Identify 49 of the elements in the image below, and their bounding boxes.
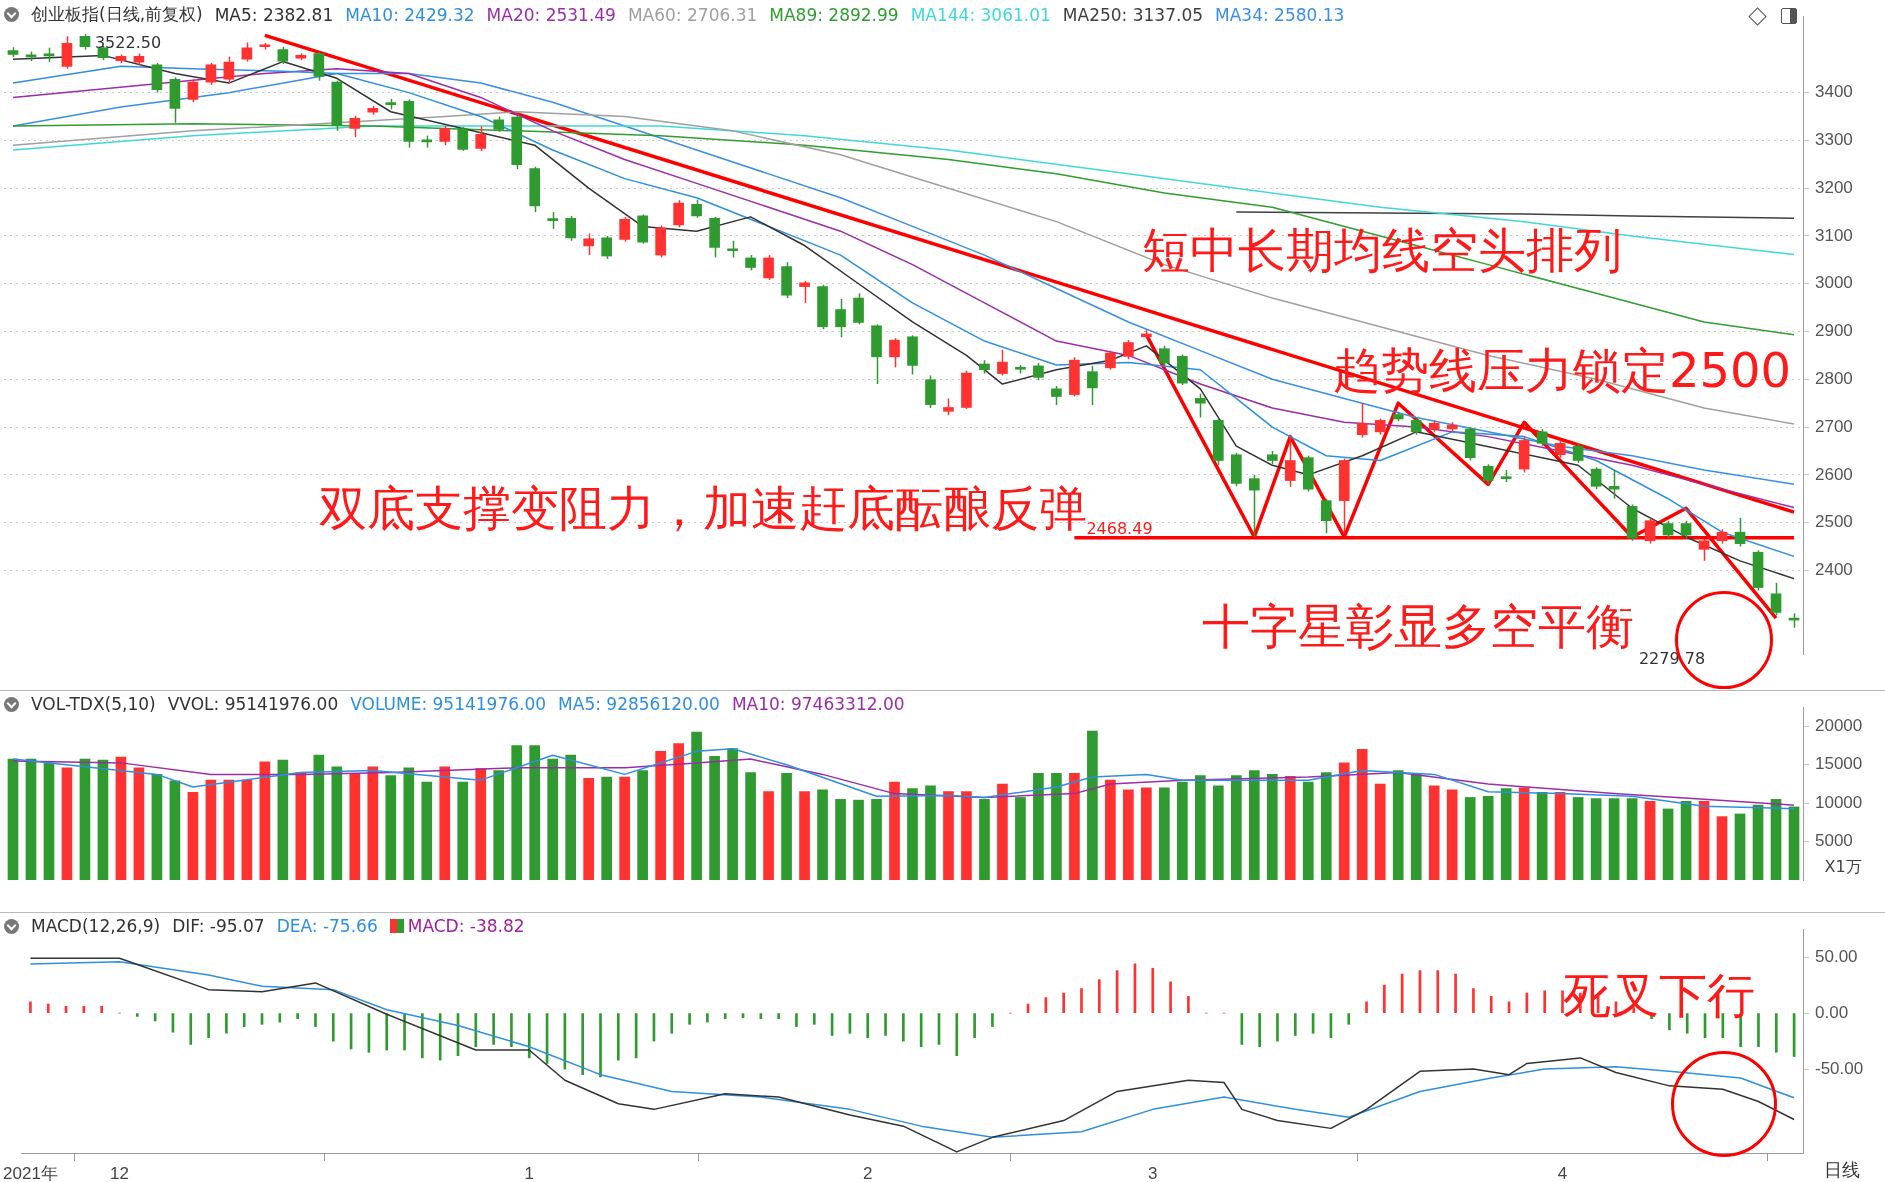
y-tick-label: 3200 <box>1815 177 1853 197</box>
annotation: 3522.50 <box>94 33 162 53</box>
text: MA250: 3137.05 <box>1062 4 1204 25</box>
y-tick-label: 10000 <box>1815 792 1863 812</box>
y-tick-label: 3400 <box>1815 82 1853 102</box>
x-tick-label: 3 <box>1148 1163 1158 1182</box>
y-tick-label: 3000 <box>1815 273 1853 293</box>
y-tick-label: 2600 <box>1815 464 1853 484</box>
x-tick-label: 4 <box>1557 1163 1568 1182</box>
y-tick-label: 0.00 <box>1815 1002 1849 1022</box>
y-tick-label: 20000 <box>1815 716 1863 736</box>
y-tick-label: 3300 <box>1815 130 1853 150</box>
chart-title: 创业板指(日线,前复权) <box>31 3 203 26</box>
y-axis-title: X1万 <box>1824 857 1862 877</box>
y-tick-label: 2500 <box>1815 512 1853 532</box>
x-tick-label: 2 <box>862 1163 873 1182</box>
x-tick-label: 1 <box>524 1163 534 1182</box>
text: MA144: 3061.01 <box>910 4 1051 25</box>
annotation: VOLUME: 95141976.00 <box>350 694 547 714</box>
text: MA89: 2892.99 <box>769 4 899 25</box>
y-tick-label: 2900 <box>1815 321 1853 341</box>
y-tick-label: 2400 <box>1815 560 1853 580</box>
text: DIF: -95.07 <box>172 916 265 936</box>
y-tick-label: 2700 <box>1815 416 1853 436</box>
annotation: VVOL: 95141976.00 <box>167 694 339 714</box>
x-tick-label: 12 <box>110 1163 129 1182</box>
text: DEA: -75.66 <box>276 916 378 936</box>
y-tick-label: 2800 <box>1815 368 1853 388</box>
annotation: 2468.49 <box>1086 518 1153 538</box>
text: MA34: 2580.13 <box>1215 4 1345 25</box>
annotation: MA10: 97463312.00 <box>731 694 905 714</box>
text: 日线 <box>1824 1158 1860 1180</box>
annotation: 双底支撑变阻力，加速赶底酝酿反弹 <box>319 480 1087 537</box>
x-tick-label: 2021年 <box>3 1163 58 1182</box>
text: MA5: 2382.81 <box>214 4 334 25</box>
y-tick-label: -50.00 <box>1815 1058 1864 1078</box>
y-tick-label: 3100 <box>1815 225 1853 245</box>
chart-title: MACD(12,26,9) <box>31 916 161 936</box>
text: MA10: 2429.32 <box>345 4 475 25</box>
annotation: 死叉下行 <box>1563 967 1755 1024</box>
legend-label: MACD: -38.82 <box>407 916 525 936</box>
annotation: MA5: 92856120.00 <box>558 694 720 714</box>
text: MA60: 2706.31 <box>627 4 758 25</box>
chart-title: VOL-TDX(5,10) <box>31 694 156 714</box>
annotation: 十字星彰显多空平衡 <box>1202 598 1634 655</box>
y-tick-label: 50.00 <box>1815 946 1858 966</box>
y-tick-label: 15000 <box>1815 754 1863 774</box>
text: MA20: 2531.49 <box>486 4 616 25</box>
y-tick-label: 5000 <box>1815 831 1853 851</box>
